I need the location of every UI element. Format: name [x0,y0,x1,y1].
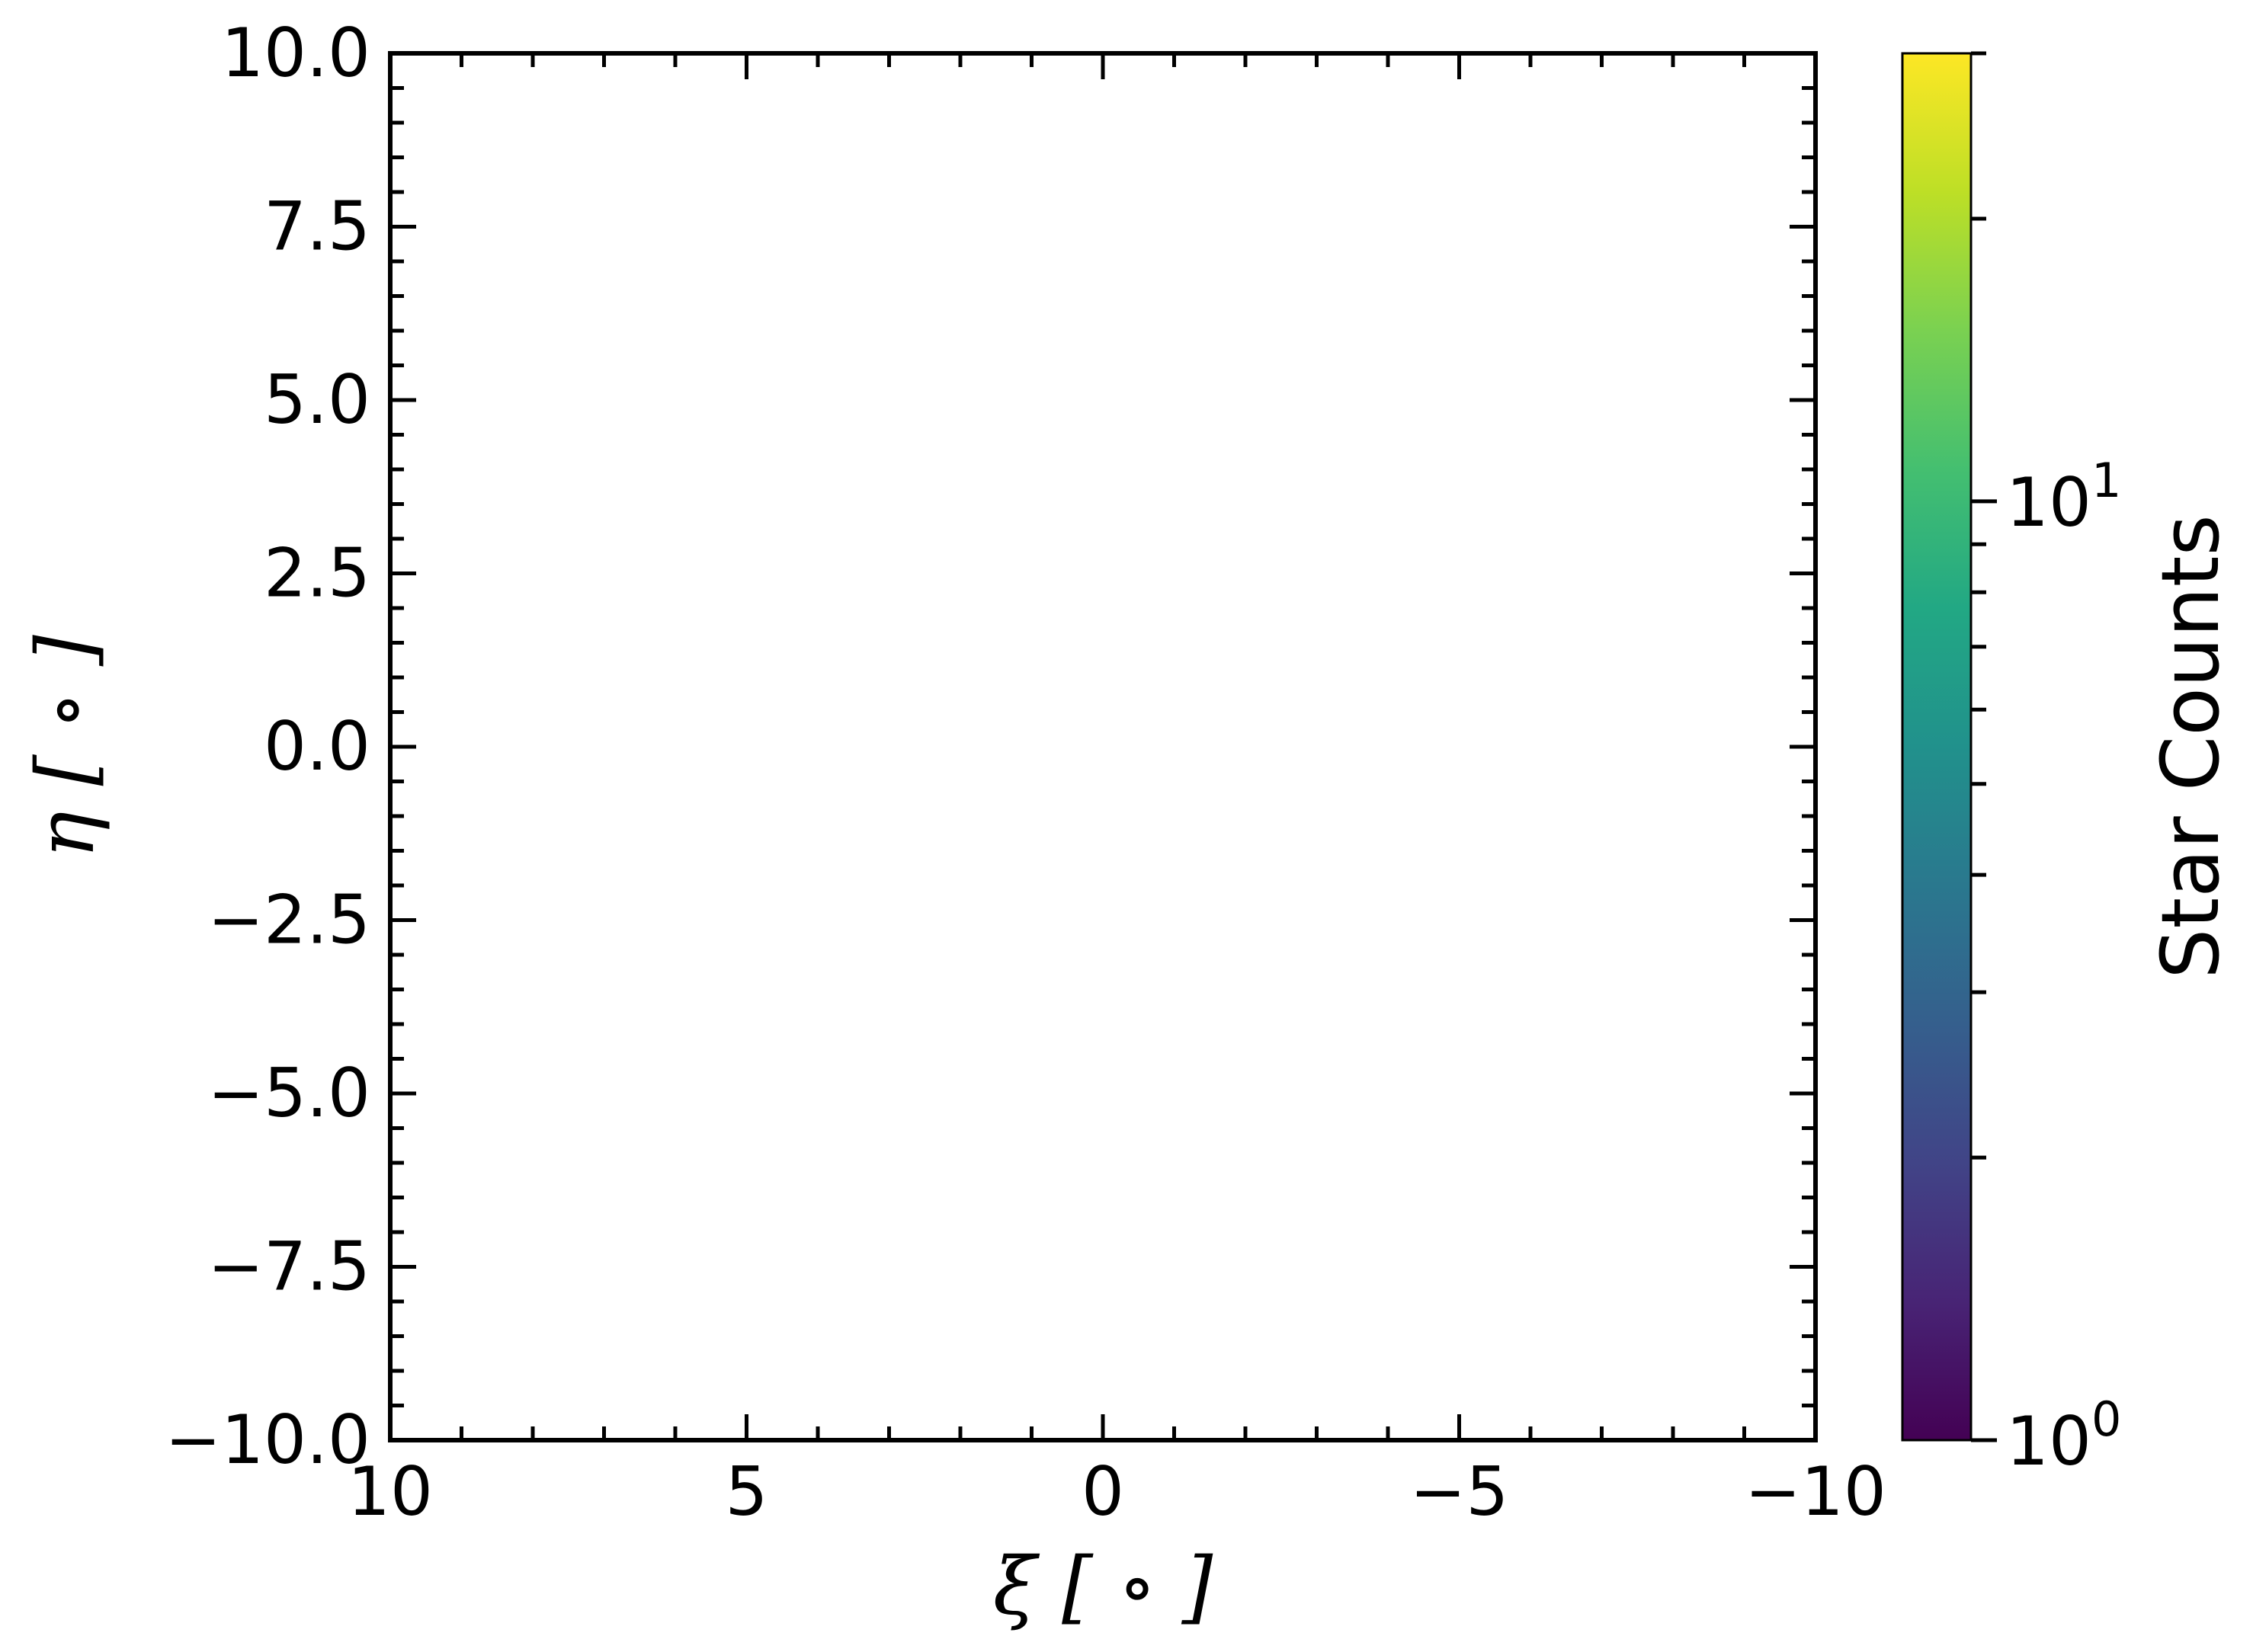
y-axis-title: η [ ∘ ] [19,635,112,859]
colorbar-tick-label: 101 [2006,453,2121,542]
x-axis-title: ξ [ ∘ ] [993,1540,1213,1633]
colorbar-ticks: 100 101 [1971,51,2121,1481]
y-tick-label: −5.0 [207,1054,370,1132]
y-tick-label: −2.5 [207,881,370,959]
y-tick-label: 5.0 [264,360,370,439]
x-tick-label: −5 [1410,1452,1509,1531]
x-axis-ticks: 10 5 0 −5 −10 [348,53,1886,1531]
colorbar-tick-label: 100 [2006,1391,2121,1481]
colorbar [1901,52,1973,1442]
y-tick-label: 2.5 [264,534,370,613]
y-tick-label: 7.5 [264,187,370,266]
y-tick-label: 0.0 [264,707,370,786]
colorbar-title: Star Counts [2144,514,2237,978]
y-tick-label: 10.0 [221,14,370,92]
y-axis-ticks: 10.0 7.5 5.0 2.5 0.0 −2.5 −5.0 −7.5 −10.0 [165,14,1816,1479]
x-tick-label: 10 [348,1452,433,1531]
x-tick-label: 5 [726,1452,768,1531]
y-tick-label: −10.0 [165,1401,370,1479]
plot-frame [388,51,1818,1442]
x-tick-label: −10 [1745,1452,1886,1531]
y-tick-label: −7.5 [207,1228,370,1306]
x-tick-label: 0 [1082,1452,1124,1531]
